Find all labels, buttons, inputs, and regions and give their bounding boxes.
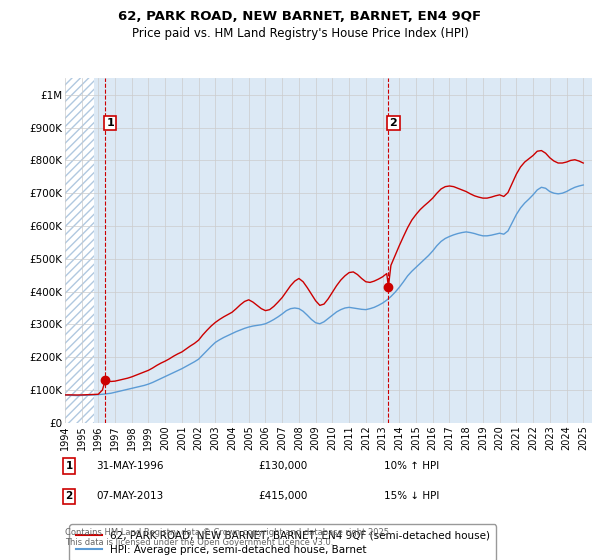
Legend: 62, PARK ROAD, NEW BARNET, BARNET, EN4 9QF (semi-detached house), HPI: Average p: 62, PARK ROAD, NEW BARNET, BARNET, EN4 9… bbox=[70, 525, 496, 560]
Text: 1: 1 bbox=[106, 118, 114, 128]
Text: 10% ↑ HPI: 10% ↑ HPI bbox=[384, 461, 439, 471]
Text: 2: 2 bbox=[389, 118, 397, 128]
Bar bbox=[65, 78, 94, 423]
Text: 15% ↓ HPI: 15% ↓ HPI bbox=[384, 491, 439, 501]
Text: £415,000: £415,000 bbox=[258, 491, 307, 501]
Text: £130,000: £130,000 bbox=[258, 461, 307, 471]
Text: 2: 2 bbox=[65, 491, 73, 501]
Text: 07-MAY-2013: 07-MAY-2013 bbox=[96, 491, 163, 501]
Text: Price paid vs. HM Land Registry's House Price Index (HPI): Price paid vs. HM Land Registry's House … bbox=[131, 27, 469, 40]
Text: 1: 1 bbox=[65, 461, 73, 471]
Text: 62, PARK ROAD, NEW BARNET, BARNET, EN4 9QF: 62, PARK ROAD, NEW BARNET, BARNET, EN4 9… bbox=[118, 10, 482, 23]
Text: Contains HM Land Registry data © Crown copyright and database right 2025.
This d: Contains HM Land Registry data © Crown c… bbox=[65, 528, 391, 547]
Text: 31-MAY-1996: 31-MAY-1996 bbox=[96, 461, 163, 471]
